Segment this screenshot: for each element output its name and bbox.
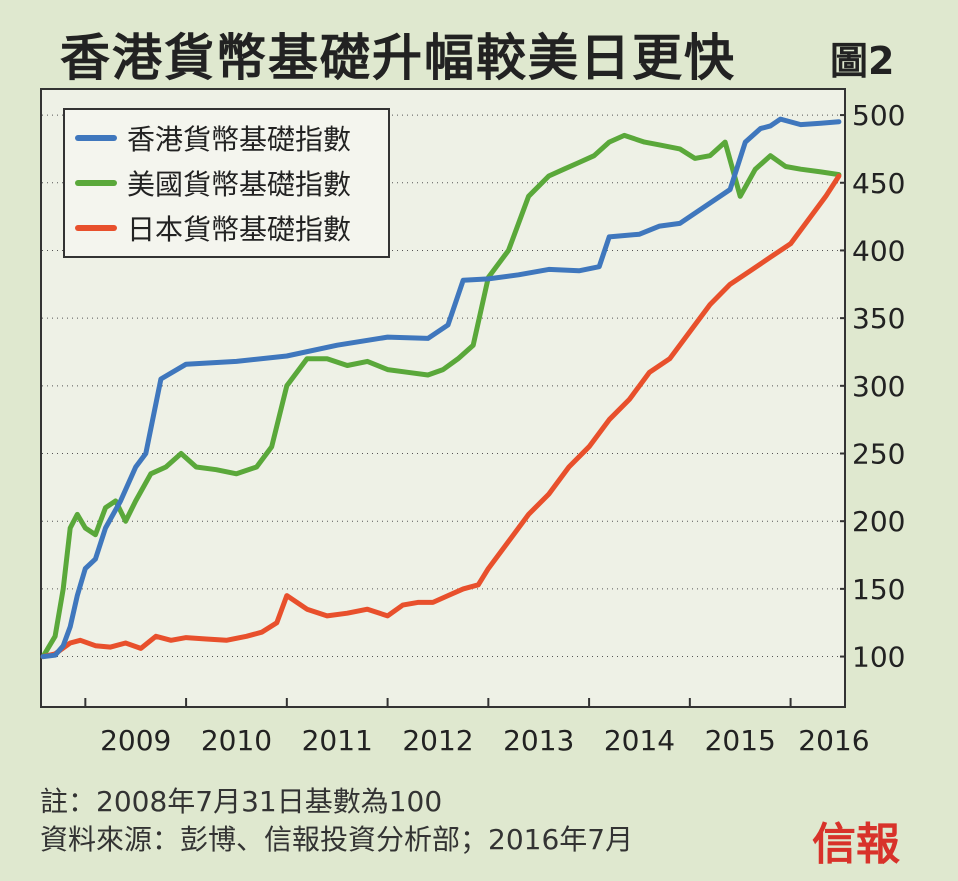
legend-swatch-us [75, 180, 117, 186]
y-tick-label: 400 [852, 234, 905, 267]
y-tick-label: 350 [852, 302, 905, 335]
chart-legend: 香港貨幣基礎指數 美國貨幣基礎指數 日本貨幣基礎指數 [63, 108, 390, 258]
legend-item-hk: 香港貨幣基礎指數 [75, 118, 351, 158]
y-tick-label: 200 [852, 505, 905, 538]
y-tick-label: 250 [852, 438, 905, 471]
x-tick-label: 2012 [402, 724, 473, 757]
series-line-hk [40, 116, 842, 660]
x-tick-label: 2015 [705, 724, 776, 757]
source-note: 資料來源：彭博、信報投資分析部；2016年7月 [40, 823, 634, 856]
series-line-jp [40, 173, 842, 660]
figure-number: 圖2 [830, 39, 895, 83]
legend-swatch-jp [75, 225, 117, 231]
legend-label-us: 美國貨幣基礎指數 [127, 168, 352, 201]
series-line-us [40, 132, 842, 660]
publisher-logo: 信報 [812, 819, 900, 870]
x-tick-label: 2010 [201, 724, 272, 757]
x-tick-label: 2014 [604, 724, 675, 757]
legend-swatch-hk [75, 135, 117, 141]
x-tick-label: 2011 [302, 724, 373, 757]
x-tick-label: 2013 [503, 724, 574, 757]
y-tick-label: 100 [852, 641, 905, 674]
footnote: 註：2008年7月31日基數為100 [40, 785, 443, 818]
legend-item-jp: 日本貨幣基礎指數 [75, 208, 351, 248]
y-tick-label: 150 [852, 573, 905, 606]
legend-item-us: 美國貨幣基礎指數 [75, 163, 351, 203]
x-tick-label: 2009 [100, 724, 171, 757]
legend-label-hk: 香港貨幣基礎指數 [127, 123, 352, 156]
x-tick-label: 2016 [798, 724, 869, 757]
y-tick-label: 500 [852, 99, 905, 132]
y-tick-label: 450 [852, 167, 905, 200]
legend-label-jp: 日本貨幣基礎指數 [127, 213, 352, 246]
y-tick-label: 300 [852, 370, 905, 403]
chart-title: 香港貨幣基礎升幅較美日更快 [60, 29, 736, 87]
